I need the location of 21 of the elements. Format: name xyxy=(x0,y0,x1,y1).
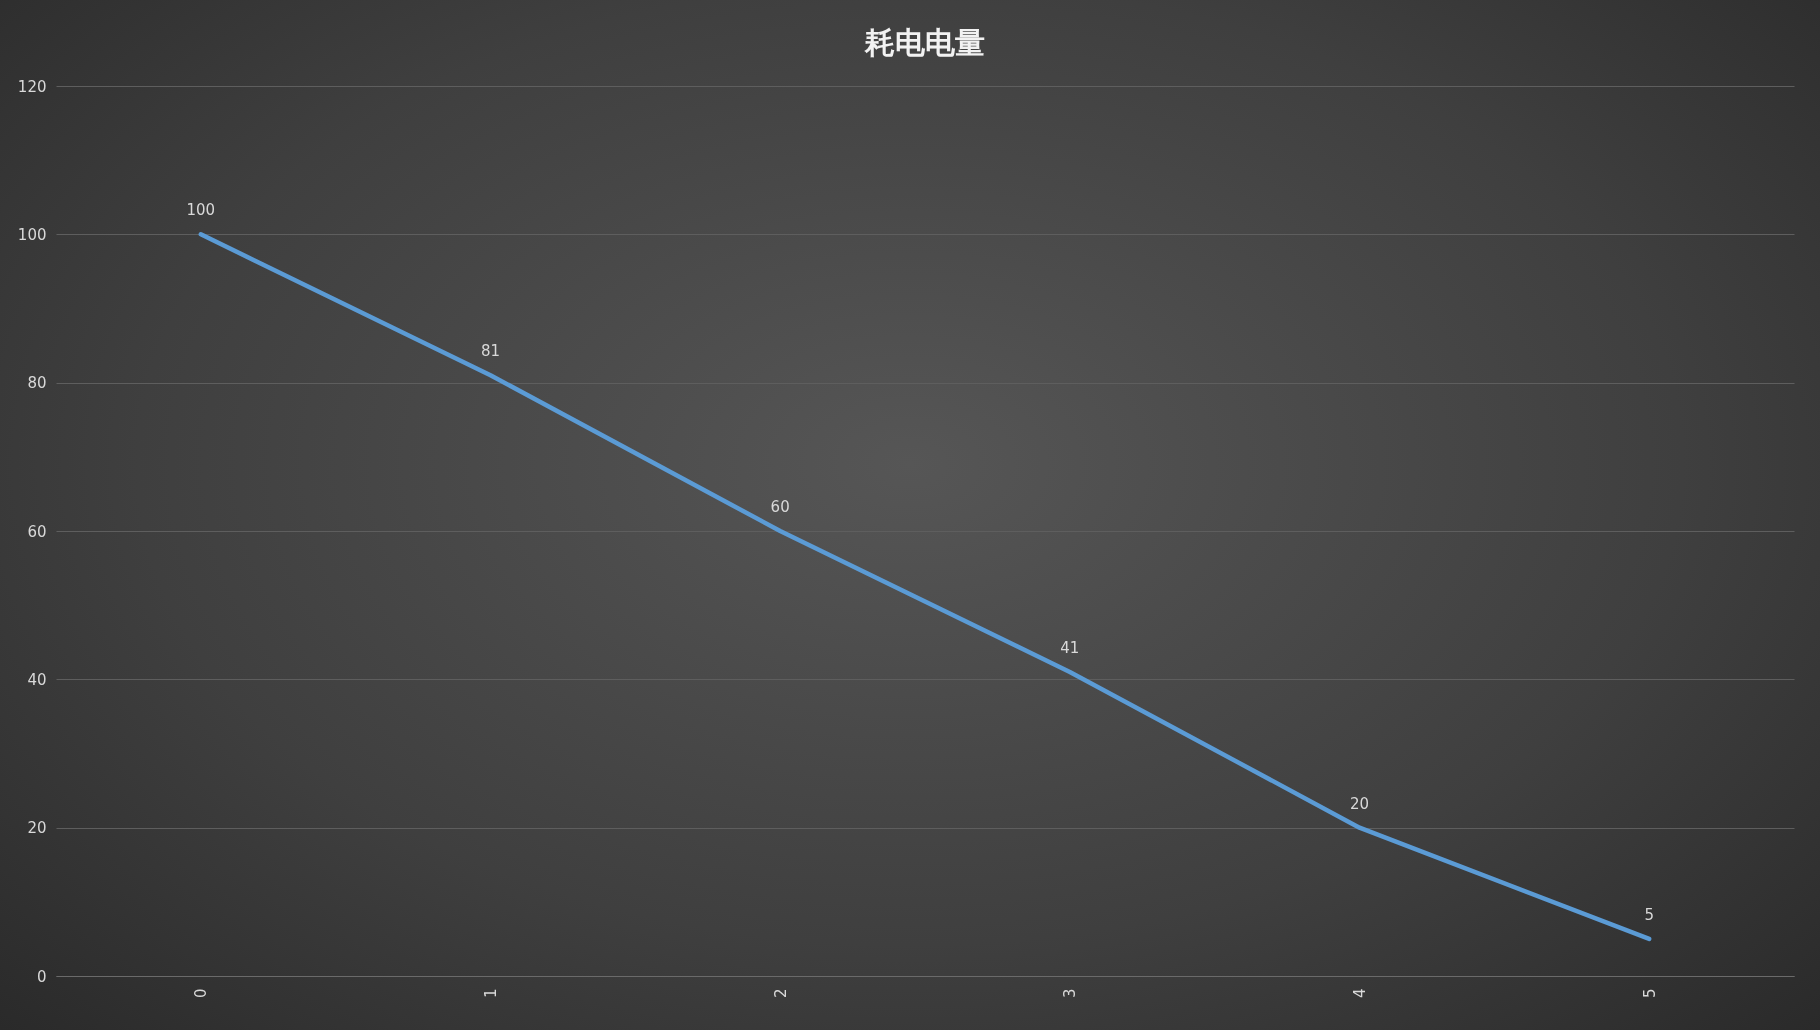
data-label: 60 xyxy=(770,498,790,516)
x-tick-label: 0 xyxy=(192,988,211,999)
data-label: 20 xyxy=(1349,794,1370,813)
x-tick-label: 2 xyxy=(771,988,790,999)
x-tick-label: 5 xyxy=(1640,988,1659,999)
data-label: 81 xyxy=(480,342,501,361)
y-tick-label: 60 xyxy=(27,522,47,541)
x-tick-label: 1 xyxy=(482,988,500,999)
data-label: 41 xyxy=(1060,638,1080,657)
y-tick-label: 0 xyxy=(36,967,47,986)
y-tick-label: 20 xyxy=(27,819,47,838)
line-series xyxy=(198,232,1652,942)
chart-title: 耗电电量 xyxy=(864,25,985,60)
y-tick-label: 100 xyxy=(17,225,47,244)
x-tick-label: 4 xyxy=(1351,988,1369,999)
y-tick-label: 120 xyxy=(17,77,47,96)
y-tick-label: 40 xyxy=(27,670,47,689)
y-tick-label: 80 xyxy=(27,374,47,393)
data-label: 100 xyxy=(186,201,216,220)
x-tick-label: 3 xyxy=(1061,988,1080,999)
data-label: 5 xyxy=(1644,905,1654,924)
